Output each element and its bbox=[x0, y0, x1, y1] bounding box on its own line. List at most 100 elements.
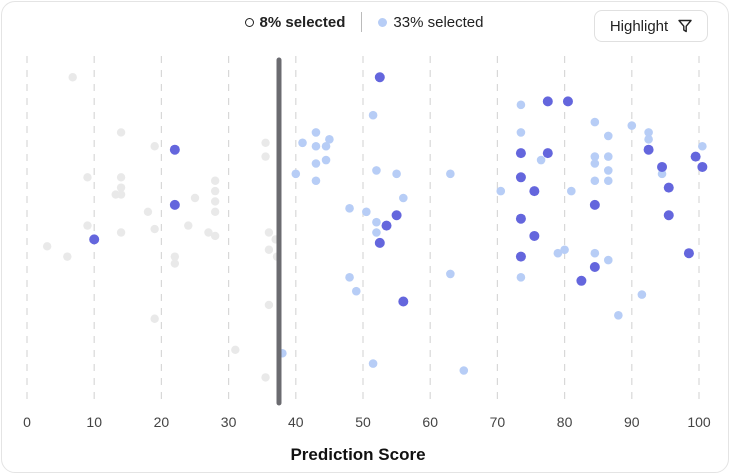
point-8-selected-7[interactable] bbox=[690, 151, 701, 162]
point-8-selected-15[interactable] bbox=[391, 210, 402, 221]
point-8-selected-13[interactable] bbox=[169, 199, 180, 210]
point-unselected-15[interactable] bbox=[210, 207, 220, 216]
point-33-selected-14[interactable] bbox=[590, 152, 600, 161]
point-33-selected-8[interactable] bbox=[325, 135, 334, 144]
point-unselected-32[interactable] bbox=[231, 345, 240, 354]
point-unselected-33[interactable] bbox=[261, 373, 270, 382]
point-unselected-20[interactable] bbox=[204, 228, 213, 237]
point-unselected-12[interactable] bbox=[190, 193, 200, 203]
point-unselected-26[interactable] bbox=[170, 252, 180, 261]
point-33-selected-12[interactable] bbox=[321, 141, 331, 151]
point-8-selected-4[interactable] bbox=[643, 144, 654, 155]
point-8-selected-1[interactable] bbox=[542, 96, 553, 107]
point-unselected-30[interactable] bbox=[264, 300, 274, 310]
point-8-selected-16[interactable] bbox=[663, 210, 674, 221]
point-33-selected-13[interactable] bbox=[698, 141, 707, 151]
point-33-selected-4[interactable] bbox=[311, 128, 321, 137]
point-unselected-31[interactable] bbox=[150, 314, 159, 323]
point-8-selected-2[interactable] bbox=[562, 96, 573, 107]
point-33-selected-42[interactable] bbox=[516, 273, 526, 282]
point-33-selected-29[interactable] bbox=[496, 186, 506, 196]
point-33-selected-47[interactable] bbox=[368, 359, 378, 368]
point-unselected-11[interactable] bbox=[210, 186, 220, 196]
point-33-selected-35[interactable] bbox=[372, 228, 381, 237]
point-8-selected-9[interactable] bbox=[697, 161, 708, 172]
point-unselected-18[interactable] bbox=[150, 224, 159, 234]
point-33-selected-19[interactable] bbox=[590, 159, 600, 168]
point-8-selected-6[interactable] bbox=[542, 148, 553, 159]
point-8-selected-3[interactable] bbox=[169, 144, 180, 155]
point-33-selected-23[interactable] bbox=[392, 169, 401, 179]
point-unselected-21[interactable] bbox=[210, 231, 220, 241]
point-unselected-10[interactable] bbox=[210, 176, 220, 185]
point-33-selected-17[interactable] bbox=[536, 155, 546, 165]
point-33-selected-21[interactable] bbox=[603, 166, 613, 175]
point-unselected-25[interactable] bbox=[63, 252, 72, 261]
point-unselected-16[interactable] bbox=[83, 221, 92, 230]
point-8-selected-23[interactable] bbox=[515, 251, 526, 262]
legend-compare[interactable]: 33% selected bbox=[378, 14, 483, 31]
point-unselected-3[interactable] bbox=[261, 138, 270, 147]
point-33-selected-43[interactable] bbox=[351, 286, 361, 296]
point-unselected-7[interactable] bbox=[116, 183, 126, 192]
point-33-selected-37[interactable] bbox=[553, 248, 563, 258]
point-33-selected-18[interactable] bbox=[311, 159, 321, 168]
point-33-selected-34[interactable] bbox=[372, 217, 381, 227]
point-8-selected-17[interactable] bbox=[515, 213, 526, 224]
point-8-selected-20[interactable] bbox=[374, 237, 385, 248]
point-8-selected-10[interactable] bbox=[515, 172, 526, 183]
point-33-selected-44[interactable] bbox=[637, 290, 647, 299]
point-33-selected-48[interactable] bbox=[459, 366, 469, 375]
point-unselected-19[interactable] bbox=[184, 221, 193, 230]
point-unselected-0[interactable] bbox=[68, 73, 77, 82]
highlight-button[interactable]: Highlight bbox=[594, 10, 708, 42]
point-8-selected-22[interactable] bbox=[683, 248, 694, 259]
point-33-selected-10[interactable] bbox=[298, 138, 307, 148]
point-unselected-4[interactable] bbox=[261, 152, 270, 161]
point-33-selected-33[interactable] bbox=[362, 207, 371, 217]
point-8-selected-11[interactable] bbox=[663, 182, 674, 193]
point-33-selected-2[interactable] bbox=[590, 117, 600, 127]
point-33-selected-7[interactable] bbox=[644, 128, 653, 137]
point-unselected-24[interactable] bbox=[42, 242, 52, 251]
point-unselected-29[interactable] bbox=[170, 259, 180, 268]
point-33-selected-20[interactable] bbox=[372, 166, 381, 175]
point-8-selected-18[interactable] bbox=[381, 220, 392, 231]
point-8-selected-12[interactable] bbox=[529, 186, 540, 197]
point-33-selected-24[interactable] bbox=[446, 169, 455, 179]
point-33-selected-45[interactable] bbox=[614, 311, 623, 320]
point-8-selected-25[interactable] bbox=[576, 275, 587, 286]
point-unselected-1[interactable] bbox=[116, 128, 126, 137]
point-unselected-17[interactable] bbox=[116, 228, 126, 237]
point-33-selected-41[interactable] bbox=[446, 269, 455, 279]
point-33-selected-15[interactable] bbox=[603, 152, 613, 161]
point-8-selected-19[interactable] bbox=[89, 234, 100, 245]
point-33-selected-6[interactable] bbox=[603, 131, 613, 141]
point-33-selected-5[interactable] bbox=[516, 128, 526, 137]
point-33-selected-9[interactable] bbox=[644, 135, 653, 144]
point-8-selected-26[interactable] bbox=[398, 296, 409, 307]
point-33-selected-36[interactable] bbox=[560, 245, 569, 255]
point-33-selected-31[interactable] bbox=[399, 193, 408, 203]
point-8-selected-8[interactable] bbox=[657, 161, 668, 172]
point-8-selected-0[interactable] bbox=[374, 72, 385, 83]
point-33-selected-0[interactable] bbox=[516, 100, 526, 110]
point-unselected-22[interactable] bbox=[264, 228, 274, 237]
point-unselected-6[interactable] bbox=[116, 173, 126, 182]
point-8-selected-24[interactable] bbox=[589, 262, 600, 272]
point-33-selected-16[interactable] bbox=[321, 155, 331, 165]
point-33-selected-32[interactable] bbox=[345, 204, 354, 213]
point-33-selected-11[interactable] bbox=[311, 141, 321, 151]
point-unselected-14[interactable] bbox=[143, 207, 153, 216]
point-unselected-9[interactable] bbox=[116, 190, 126, 199]
point-33-selected-22[interactable] bbox=[291, 169, 301, 179]
point-unselected-5[interactable] bbox=[83, 173, 92, 182]
point-8-selected-5[interactable] bbox=[515, 148, 526, 159]
point-unselected-13[interactable] bbox=[210, 197, 220, 206]
point-unselected-2[interactable] bbox=[150, 142, 159, 151]
point-33-selected-3[interactable] bbox=[627, 121, 637, 130]
point-33-selected-26[interactable] bbox=[311, 176, 321, 186]
point-33-selected-38[interactable] bbox=[590, 248, 600, 258]
point-33-selected-39[interactable] bbox=[603, 255, 613, 265]
point-33-selected-30[interactable] bbox=[567, 186, 576, 196]
